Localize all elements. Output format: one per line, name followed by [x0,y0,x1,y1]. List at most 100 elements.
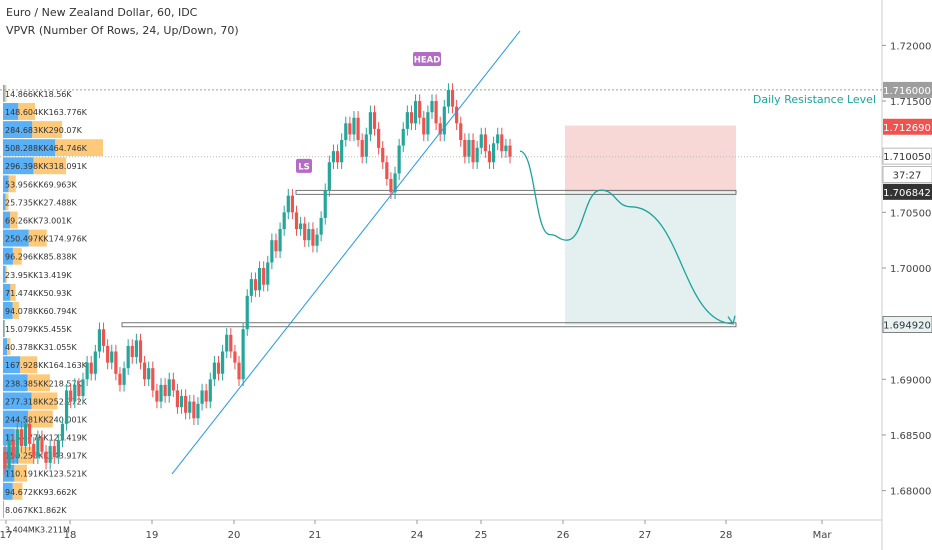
candle-body [430,101,434,113]
candle-body [401,128,405,146]
x-tick-label: 20 [228,530,241,541]
projection-arrowhead [727,315,736,326]
candle-body [393,173,397,193]
volume-bar-up [3,265,6,283]
price-badge: 1.694920 [883,321,931,332]
y-tick-label: 1.705000 [890,208,932,219]
price-badge-bg [883,118,932,135]
volume-row-label: 148.604KK163.776K [5,108,88,117]
volume-total-label: 3.404MK3.211M [5,525,70,534]
candle-body [159,384,163,402]
candle-body [356,117,360,141]
volume-bar-down [28,410,53,428]
volume-bar-down [5,265,7,283]
candle-body [69,390,73,402]
price-badge: 37:27 [893,171,922,182]
candle-body [44,451,48,463]
candle-body [200,390,204,404]
candle-body [455,106,459,124]
volume-bar-down [12,302,19,319]
candle-body [204,390,208,402]
candle-body [134,340,138,358]
candle-body [282,212,286,230]
candle-body [101,329,106,346]
candle-body [496,134,500,144]
x-tick-label: 19 [146,530,159,541]
candle-body [438,123,442,135]
volume-row-label: 284.683KK290.07K [5,126,83,135]
candle-body [311,229,315,246]
candle-body [233,351,237,363]
volume-bar-up [3,338,8,356]
chart-title: Euro / New Zealand Dollar, 60, IDC [6,6,198,19]
y-tick-label: 1.690000 [890,375,932,386]
candle-body [340,140,344,163]
candle-body [266,262,270,285]
x-tick-label: 27 [639,530,652,541]
price-badge: 1.716000 [883,86,931,97]
candle-body [175,390,180,408]
candle-body [77,384,81,397]
candle-body [274,240,278,252]
support-box [121,322,737,328]
candle-body [483,134,487,152]
volume-row-label: 14.866KK18.56K [5,90,72,99]
candle-body [73,384,77,402]
candle-body [221,351,225,374]
candle-body [60,423,65,441]
candle-body [64,390,69,424]
y-tick-label: 1.720000 [890,41,932,52]
volume-bar-up [3,500,4,518]
risk-reward-zones [565,125,736,325]
volume-bar-down [20,356,38,374]
volume-bar-down [12,482,23,500]
volume-row-label: 167.928KK164.163K [5,361,88,370]
candle-body [467,140,471,157]
candle-body [208,379,212,402]
volume-row-label: 110.191KK123.521K [5,470,88,479]
candle-body [327,162,331,191]
candle-body [405,112,409,129]
candle-body [422,117,426,135]
head-label: HEAD [414,55,441,65]
indicator-legend[interactable]: VPVR (Number Of Rows, 24, Up/Down, 70) [6,24,239,37]
volume-profile: 14.866KK18.56K 148.604KK163.776K 284.683KK… [3,84,103,534]
candle-body [278,229,282,252]
candle-body [360,140,364,157]
candle-body [385,162,389,179]
volume-bar-down [33,157,67,175]
volume-row-label: 296.398KK318.091K [5,162,88,171]
volume-row-label: 8.067KK1.862K [5,506,67,515]
volume-bar-down [27,374,50,392]
candle-body [344,123,348,141]
volume-bar-down [12,247,22,265]
volume-bar-down [10,283,16,301]
volume-row-label: 23.95KK13.419K [5,271,72,280]
x-tick-label: 17 [0,530,12,541]
x-tick-label: 18 [64,530,77,541]
candle-body [229,334,233,352]
candle-body [299,223,303,230]
candle-body [188,401,192,413]
volume-bar-up [3,247,13,265]
volume-bar-up [3,482,13,500]
candle-body [315,234,319,246]
trendline [171,30,521,475]
candle-body [56,440,60,458]
candle-body [19,429,24,447]
candle-body [36,437,40,458]
volume-bar-up [3,283,11,301]
candle-body [364,134,368,157]
volume-bar-down [55,139,103,157]
candle-body [434,101,438,124]
candle-body [122,368,126,385]
candle-body [89,362,93,374]
target-zone [565,192,736,325]
volume-bar-up [3,157,34,175]
volume-bar-down [14,464,28,482]
volume-bar-down [28,229,47,247]
candle-body [81,379,85,397]
candle-body [413,101,418,124]
resistance-label: Daily Resistance Level [753,93,876,106]
